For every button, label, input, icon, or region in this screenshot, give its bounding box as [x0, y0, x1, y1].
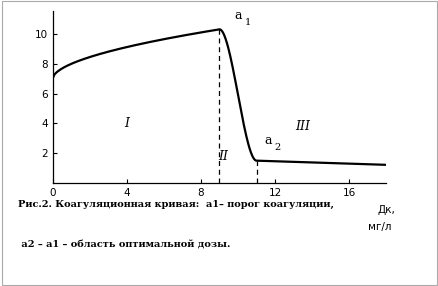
Text: a: a — [234, 9, 241, 22]
Text: I: I — [124, 117, 129, 130]
Text: II: II — [218, 150, 228, 163]
Text: 1: 1 — [244, 18, 250, 27]
Text: Рис.2. Коагуляционная кривая:  a1– порог коагуляции,: Рис.2. Коагуляционная кривая: a1– порог … — [18, 200, 333, 209]
Text: a: a — [263, 134, 271, 147]
Text: a2 – a1 – область оптимальной дозы.: a2 – a1 – область оптимальной дозы. — [18, 240, 230, 249]
Text: 2: 2 — [274, 144, 280, 152]
Text: мг/л: мг/л — [367, 222, 390, 232]
Text: III: III — [295, 120, 310, 133]
Text: Дк,: Дк, — [376, 205, 394, 215]
